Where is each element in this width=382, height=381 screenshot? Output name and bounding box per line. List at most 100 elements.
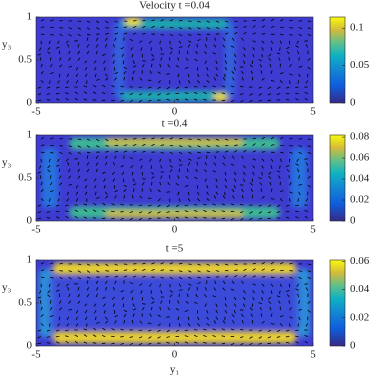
quiver-arrow [185, 300, 189, 304]
quiver-arrow [289, 182, 292, 186]
quiver-arrow [178, 270, 183, 273]
quiver-arrow [261, 33, 266, 35]
quiver-arrow [114, 72, 119, 75]
quiver-arrow [175, 308, 180, 311]
panel-title: Velocity t =0.04 [139, 0, 210, 12]
quiver-arrow [215, 309, 218, 314]
quiver-arrow [129, 99, 134, 103]
quiver-arrow [243, 268, 247, 271]
quiver-arrow [112, 162, 115, 166]
quiver-arrow [178, 293, 180, 298]
quiver-arrow [243, 31, 247, 35]
quiver-arrow [243, 53, 246, 58]
quiver-arrow [56, 341, 60, 344]
quiver-arrow [249, 217, 253, 221]
quiver-arrow [96, 322, 100, 324]
quiver-arrow [261, 18, 266, 22]
quiver-arrow [149, 40, 152, 44]
quiver-arrow [83, 98, 88, 101]
quiver-arrow [120, 217, 124, 220]
quiver-arrow [114, 37, 117, 41]
quiver-arrow [268, 296, 272, 300]
quiver-arrow [258, 211, 262, 214]
quiver-arrow [258, 86, 262, 89]
quiver-arrow [39, 175, 42, 179]
quiver-arrow [175, 204, 180, 207]
quiver-arrow [194, 176, 198, 179]
x-axis-label: y₁ [170, 364, 180, 376]
field-region [119, 18, 230, 30]
quiver-arrow [142, 25, 146, 28]
quiver-arrow [49, 57, 52, 61]
quiver-arrow [122, 303, 125, 308]
quiver-arrow [267, 329, 272, 333]
quiver-arrow [157, 329, 161, 332]
quiver-arrow [233, 60, 237, 64]
quiver-arrow [187, 80, 191, 84]
quiver-arrow [56, 216, 60, 219]
quiver-arrow [47, 47, 51, 51]
quiver-arrow [57, 198, 60, 202]
y-axis-label: y₃ [2, 39, 12, 51]
quiver-arrow [295, 216, 299, 219]
quiver-arrow [139, 77, 143, 81]
quiver-arrow [114, 138, 118, 141]
quiver-arrow [307, 66, 311, 70]
quiver-arrow [166, 204, 171, 208]
quiver-arrow [159, 283, 161, 288]
quiver-arrow [55, 290, 60, 292]
x-tick-label: -5 [31, 349, 41, 361]
quiver-arrow [47, 169, 51, 173]
quiver-arrow [197, 33, 201, 36]
quiver-arrow [50, 72, 54, 75]
quiver-arrow [151, 306, 153, 311]
quiver-arrow [139, 195, 143, 199]
quiver-arrow [307, 57, 311, 61]
quiver-arrow [65, 329, 69, 332]
quiver-arrow [252, 165, 255, 169]
quiver-arrow [59, 33, 63, 37]
quiver-arrow [233, 67, 236, 71]
quiver-arrow [206, 27, 211, 30]
quiver-arrow [206, 73, 209, 77]
y-axis-label: y₃ [2, 282, 12, 294]
field-region [47, 277, 302, 329]
quiver-arrow [204, 60, 207, 64]
quiver-arrow [157, 204, 161, 207]
quiver-arrow [92, 327, 97, 331]
quiver-arrow [298, 300, 301, 304]
quiver-arrow [241, 37, 244, 42]
quiver-arrow [243, 274, 247, 278]
quiver-arrow [178, 151, 183, 155]
quiver-arrow [215, 178, 218, 183]
quiver-arrow [95, 37, 99, 41]
quiver-arrow [270, 283, 274, 287]
quiver-arrow [184, 329, 189, 331]
quiver-arrow [243, 165, 246, 169]
quiver-arrow [203, 85, 207, 88]
quiver-arrow [55, 47, 60, 49]
quiver-arrow [129, 38, 134, 42]
quiver-arrow [213, 77, 217, 81]
quiver-arrow [260, 313, 263, 317]
quiver-arrow [86, 162, 90, 166]
quiver-arrow [231, 37, 235, 42]
quiver-arrow [188, 158, 192, 161]
quiver-arrow [261, 158, 265, 162]
quiver-arrow [240, 342, 244, 346]
field-region [224, 21, 236, 99]
quiver-arrow [270, 25, 275, 28]
quiver-arrow [95, 162, 99, 166]
quiver-arrow [159, 306, 161, 311]
quiver-arrow [114, 263, 118, 266]
quiver-arrow [86, 151, 91, 154]
quiver-arrow [114, 20, 118, 23]
quiver-arrow [132, 303, 135, 307]
quiver-arrow [66, 191, 69, 196]
quiver-arrow [307, 151, 312, 155]
quiver-arrow [261, 53, 263, 58]
quiver-arrow [307, 33, 312, 37]
quiver-arrow [151, 262, 155, 265]
quiver-arrow [160, 165, 163, 169]
quiver-arrow [68, 50, 71, 55]
